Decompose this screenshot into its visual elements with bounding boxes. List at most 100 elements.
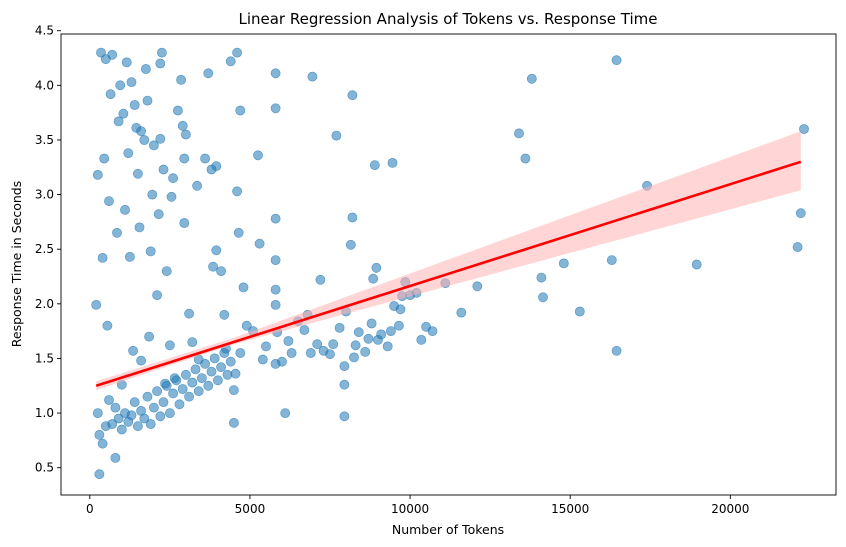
scatter-point	[139, 413, 150, 424]
scatter-point	[792, 242, 803, 252]
scatter-point	[228, 385, 239, 395]
scatter-point	[192, 180, 202, 191]
scatter-point	[206, 164, 217, 175]
scatter-point	[177, 120, 188, 131]
scatter-point	[235, 348, 246, 358]
chart-title: Linear Regression Analysis of Tokens vs.…	[238, 10, 657, 28]
scatter-point	[140, 64, 151, 74]
scatter-point	[369, 160, 380, 170]
x-tick-label: 20000	[711, 502, 749, 516]
scatter-point	[123, 148, 134, 158]
scatter-point	[360, 346, 371, 357]
scatter-point	[158, 397, 169, 407]
scatter-point	[225, 356, 236, 367]
scatter-point	[118, 108, 129, 119]
scatter-point	[350, 340, 361, 351]
scatter-point	[110, 452, 121, 463]
scatter-point	[102, 320, 113, 331]
scatter-point	[368, 273, 379, 284]
scatter-point	[161, 380, 172, 391]
x-tick-label: 10000	[391, 502, 429, 516]
scatter-point	[416, 334, 427, 345]
scatter-point	[132, 168, 143, 179]
scatter-point	[328, 339, 339, 350]
scatter-point	[241, 320, 252, 331]
scatter-point	[184, 391, 194, 402]
plot-frame	[60, 33, 837, 496]
scatter-point	[153, 209, 164, 220]
scatter-point	[211, 245, 222, 256]
scatter-point	[94, 429, 105, 440]
scatter-point	[126, 77, 137, 87]
confidence-band	[96, 131, 801, 391]
scatter-point	[92, 408, 103, 418]
scatter-point	[270, 68, 281, 79]
scatter-point	[373, 334, 383, 345]
scatter-point	[520, 153, 531, 164]
scatter-point	[228, 417, 239, 428]
scatter-point	[96, 47, 106, 58]
scatter-point	[345, 239, 356, 250]
scatter-point	[193, 386, 204, 397]
scatter-point	[795, 208, 806, 219]
scatter-point	[196, 373, 207, 383]
scatter-point	[219, 309, 230, 320]
scatter-point	[286, 348, 297, 358]
scatter-point	[232, 186, 242, 197]
y-axis: 0.5 1.0 1.5 2.0 2.5 3.0 3.5 4.0 4.5	[35, 24, 61, 475]
scatter-point	[113, 413, 124, 424]
scatter-point	[216, 266, 226, 276]
scatter-point	[179, 218, 190, 228]
scatter-point	[144, 331, 154, 342]
scatter-point	[456, 307, 467, 318]
scatter-point	[107, 419, 118, 429]
scatter-point	[382, 341, 393, 352]
scatter-point	[235, 105, 246, 116]
scatter-point	[270, 213, 281, 224]
scatter-point	[799, 124, 809, 134]
x-tick-label: 5000	[235, 502, 266, 516]
scatter-point	[180, 129, 191, 140]
scatter-point	[161, 266, 172, 276]
scatter-point	[203, 380, 214, 391]
scatter-point	[222, 369, 233, 380]
scatter-point	[472, 281, 483, 292]
scatter-point	[179, 153, 190, 164]
scatter-point	[299, 325, 310, 335]
scatter-point	[339, 379, 350, 390]
scatter-point	[158, 164, 169, 175]
x-axis: 0 5000 10000 15000 20000	[86, 495, 749, 516]
scatter-point	[363, 333, 374, 344]
scatter-point	[97, 438, 108, 449]
scatter-point	[389, 301, 399, 311]
scatter-point	[270, 358, 281, 369]
y-tick-label: 0.5	[35, 461, 54, 475]
x-tick-label: 0	[86, 502, 94, 516]
scatter-point	[307, 71, 318, 82]
scatter-point	[132, 421, 143, 432]
x-axis-label: Number of Tokens	[392, 522, 504, 537]
scatter-point	[139, 135, 150, 145]
y-axis-label: Response Time in Seconds	[9, 181, 24, 347]
scatter-point	[152, 290, 162, 300]
scatter-point	[136, 355, 146, 366]
scatter-point	[145, 246, 156, 257]
scatter-point	[232, 47, 242, 58]
scatter-point	[166, 191, 177, 202]
scatter-point	[393, 320, 404, 331]
scatter-point	[606, 255, 617, 265]
scatter-point	[104, 196, 114, 206]
scatter-point	[270, 299, 281, 310]
scatter-point	[177, 384, 188, 394]
scatter-point	[558, 258, 569, 269]
scatter-point	[168, 388, 178, 399]
scatter-point	[538, 292, 548, 303]
scatter-point	[121, 57, 132, 68]
scatter-point	[126, 410, 137, 421]
scatter-point	[233, 227, 244, 238]
scatter-point	[148, 140, 159, 151]
scatter-point	[536, 272, 547, 283]
scatter-point	[142, 391, 153, 402]
scatter-point	[270, 255, 281, 265]
